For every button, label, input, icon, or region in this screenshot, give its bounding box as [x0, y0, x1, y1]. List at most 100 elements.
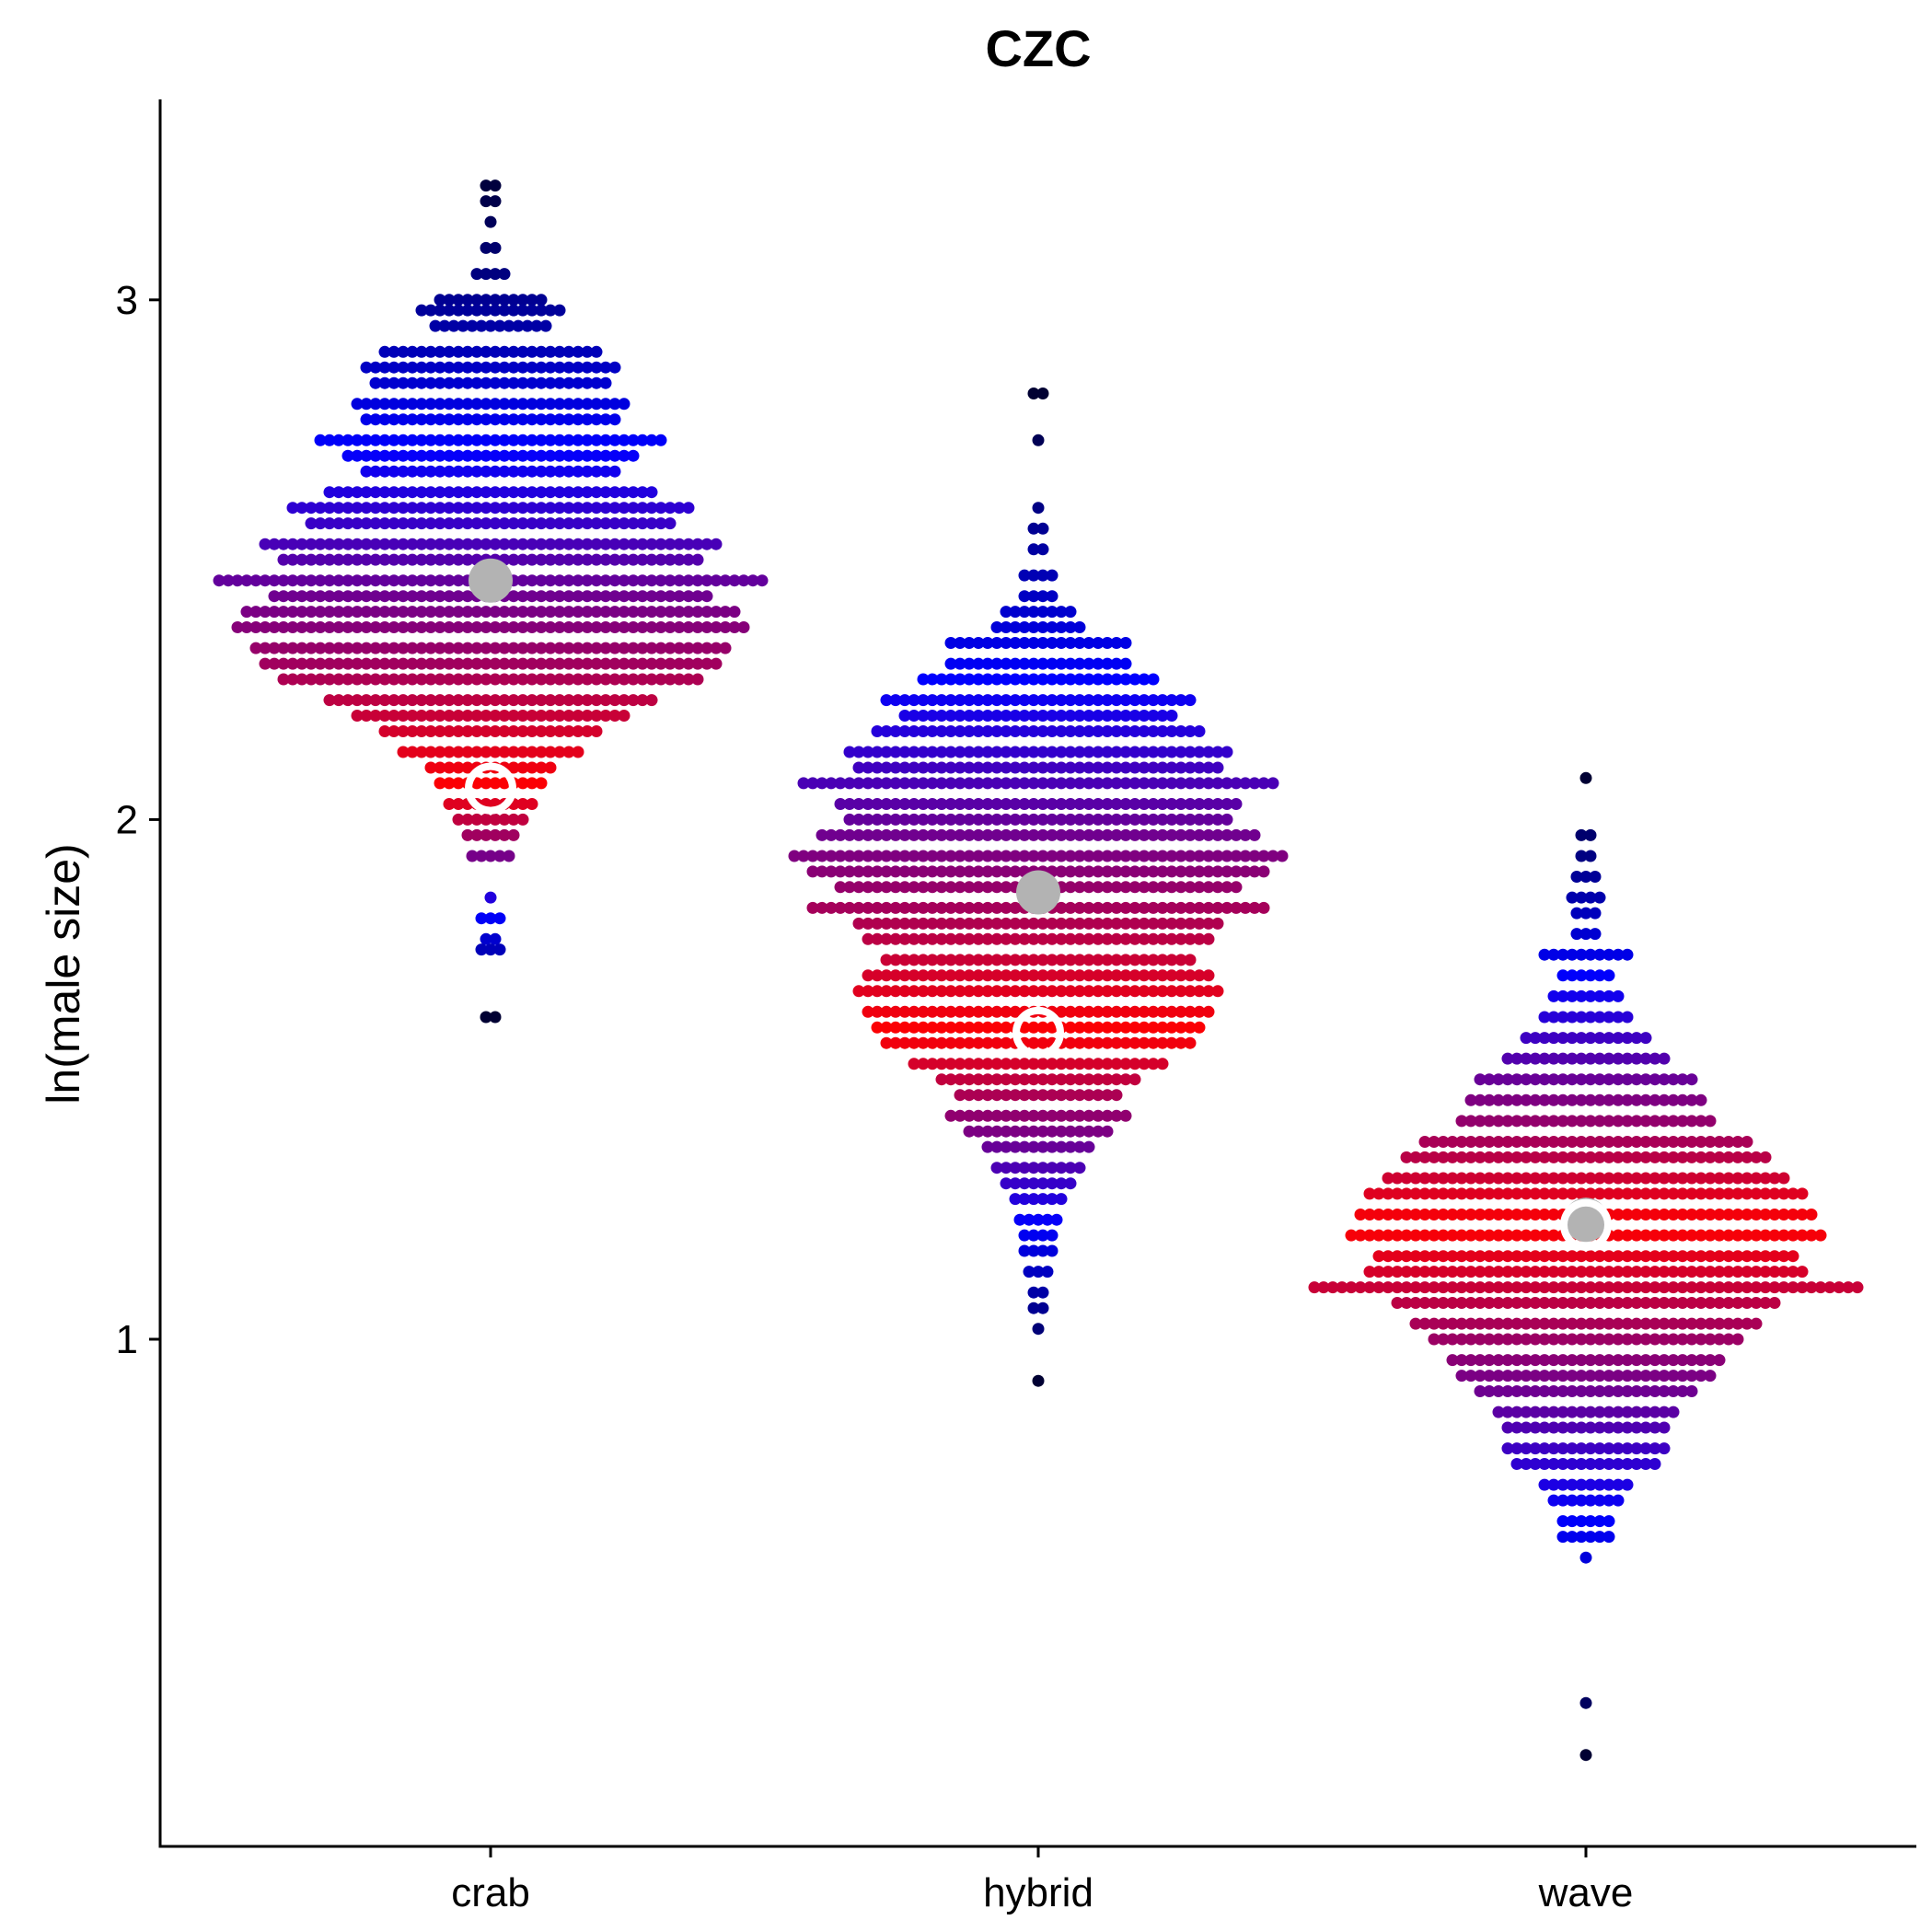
data-point-wave — [1731, 1136, 1744, 1148]
data-point-crab — [480, 434, 492, 446]
data-point-hybrid — [1174, 932, 1187, 945]
data-point-hybrid — [1064, 1177, 1077, 1190]
data-point-crab — [498, 465, 511, 478]
data-point-crab — [526, 798, 538, 810]
data-point-crab — [544, 486, 557, 499]
data-point-wave — [1630, 1115, 1643, 1128]
data-point-crab — [516, 486, 529, 499]
data-point-crab — [553, 538, 566, 550]
data-point-wave — [1510, 1317, 1523, 1330]
data-point-wave — [1437, 1281, 1450, 1294]
data-point-wave — [1354, 1229, 1367, 1242]
data-point-crab — [599, 376, 612, 389]
data-point-hybrid — [908, 985, 920, 998]
data-point-crab — [305, 606, 318, 619]
data-point-hybrid — [806, 777, 819, 790]
data-point-crab — [424, 502, 437, 515]
data-point-crab — [480, 486, 492, 499]
data-point-crab — [599, 553, 612, 566]
data-point-hybrid — [1018, 710, 1031, 722]
data-point-hybrid — [1027, 1109, 1040, 1122]
data-point-crab — [360, 361, 373, 374]
data-point-hybrid — [972, 881, 985, 894]
data-point-hybrid — [1239, 850, 1252, 862]
data-point-hybrid — [935, 850, 948, 862]
data-point-hybrid — [1082, 710, 1095, 722]
data-point-hybrid — [1055, 798, 1068, 810]
data-point-crab — [461, 502, 474, 515]
data-point-crab — [452, 294, 465, 307]
data-point-hybrid — [852, 746, 865, 758]
data-point-wave — [1695, 1297, 1707, 1309]
data-point-crab — [498, 813, 511, 826]
data-point-wave — [1556, 1478, 1569, 1491]
data-point-crab — [480, 694, 492, 707]
data-point-wave — [1529, 1333, 1542, 1346]
data-point-hybrid — [871, 1005, 884, 1018]
data-point-crab — [341, 434, 354, 446]
data-point-crab — [295, 574, 308, 587]
data-point-crab — [691, 553, 704, 566]
data-point-wave — [1768, 1250, 1781, 1263]
data-point-hybrid — [1202, 746, 1215, 758]
data-point-crab — [369, 574, 382, 587]
data-point-crab — [507, 828, 520, 841]
data-point-hybrid — [1165, 777, 1178, 790]
data-point-crab — [332, 694, 345, 707]
data-point-hybrid — [944, 777, 957, 790]
data-point-wave — [1621, 1478, 1634, 1491]
data-point-wave — [1538, 1187, 1551, 1200]
data-point-hybrid — [972, 1036, 985, 1049]
data-point-hybrid — [1073, 1109, 1086, 1122]
data-point-crab — [516, 538, 529, 550]
data-point-hybrid — [954, 828, 966, 841]
data-point-crab — [351, 673, 364, 686]
data-point-wave — [1464, 1333, 1477, 1346]
data-point-crab — [461, 304, 474, 317]
data-point-wave — [1455, 1151, 1468, 1163]
data-point-wave — [1676, 1136, 1689, 1148]
data-point-hybrid — [1101, 901, 1114, 914]
data-point-hybrid — [1009, 694, 1022, 707]
data-point-hybrid — [972, 1021, 985, 1034]
data-point-wave — [1612, 1385, 1625, 1397]
data-point-hybrid — [1147, 798, 1160, 810]
data-point-wave — [1593, 1442, 1606, 1455]
data-point-crab — [627, 694, 640, 707]
data-point-crab — [645, 590, 658, 603]
data-point-crab — [544, 574, 557, 587]
data-point-hybrid — [1221, 881, 1233, 894]
data-point-hybrid — [1000, 813, 1012, 826]
data-point-hybrid — [1018, 954, 1031, 966]
data-point-crab — [535, 434, 548, 446]
data-point-crab — [498, 304, 511, 317]
data-point-crab — [553, 673, 566, 686]
data-point-crab — [314, 502, 327, 515]
data-point-wave — [1575, 989, 1588, 1002]
data-point-hybrid — [880, 798, 893, 810]
data-point-hybrid — [1138, 901, 1151, 914]
data-point-crab — [332, 673, 345, 686]
data-point-crab — [516, 673, 529, 686]
data-point-wave — [1602, 1151, 1615, 1163]
data-point-wave — [1602, 1458, 1615, 1470]
data-point-crab — [516, 502, 529, 515]
data-point-wave — [1667, 1093, 1680, 1106]
data-point-wave — [1579, 1551, 1592, 1564]
data-point-wave — [1520, 1421, 1533, 1434]
data-point-crab — [654, 538, 667, 550]
data-point-hybrid — [1202, 828, 1215, 841]
data-point-hybrid — [898, 798, 911, 810]
data-point-crab — [452, 449, 465, 462]
data-point-hybrid — [862, 1005, 874, 1018]
data-point-hybrid — [1009, 985, 1022, 998]
data-point-crab — [452, 486, 465, 499]
data-point-hybrid — [1128, 761, 1141, 774]
data-point-hybrid — [1174, 850, 1187, 862]
data-point-crab — [388, 606, 400, 619]
data-point-hybrid — [889, 850, 902, 862]
data-point-crab — [480, 828, 492, 841]
data-point-crab — [627, 538, 640, 550]
data-point-hybrid — [1092, 985, 1105, 998]
data-point-hybrid — [972, 1058, 985, 1070]
